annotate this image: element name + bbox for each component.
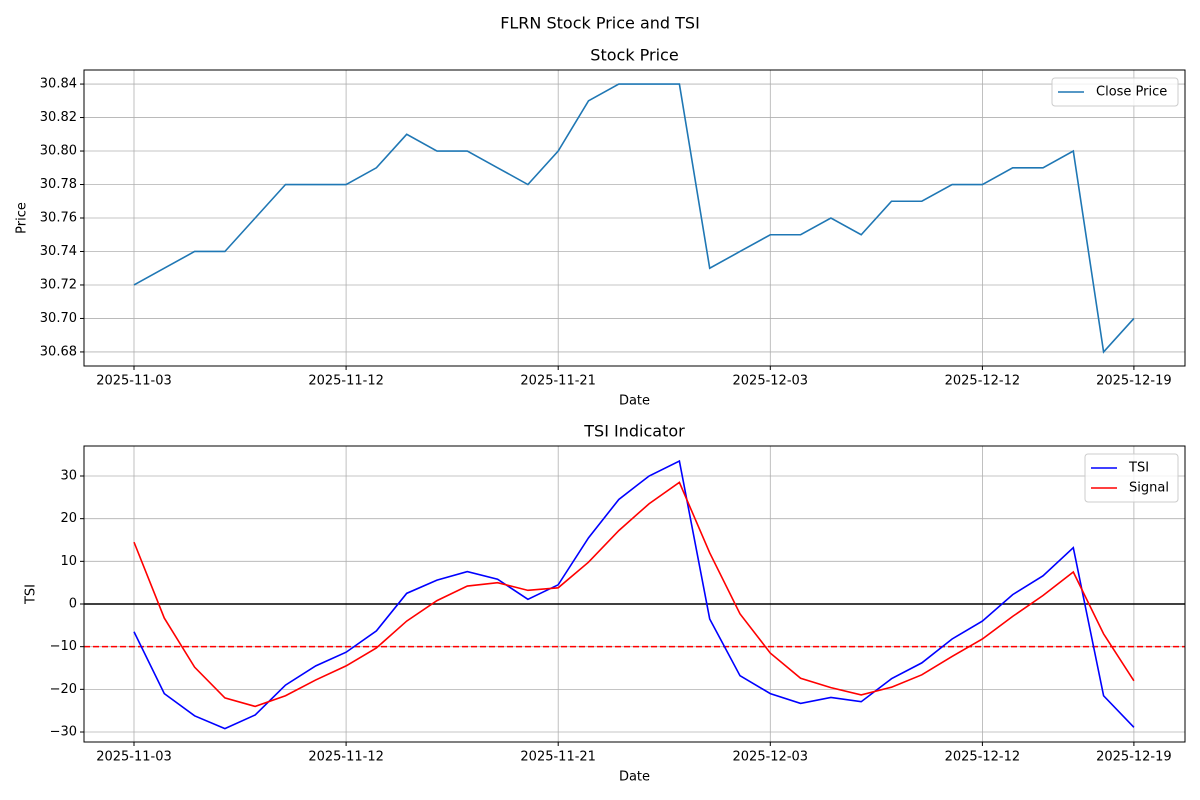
y-tick-label: 10 xyxy=(60,554,77,569)
axes-frame xyxy=(83,445,1186,743)
figure-title: FLRN Stock Price and TSI xyxy=(500,14,700,33)
y-tick-label: 30.74 xyxy=(40,244,77,259)
y-tick-label: 20 xyxy=(60,511,77,526)
y-tick-label: −10 xyxy=(50,639,77,654)
x-tick-label: 2025-11-21 xyxy=(520,374,596,389)
x-tick-label: 2025-11-21 xyxy=(520,750,596,765)
x-tick-label: 2025-12-12 xyxy=(945,374,1021,389)
legend-label: TSI xyxy=(1128,461,1149,476)
legend: TSI Signal xyxy=(1084,453,1179,503)
axes-frame xyxy=(83,69,1186,367)
x-tick-label: 2025-12-19 xyxy=(1096,750,1172,765)
series-line xyxy=(133,481,1135,708)
y-axis-label: TSI xyxy=(24,584,39,605)
y-tick-label: 30.84 xyxy=(40,77,77,92)
y-tick-label: 30 xyxy=(60,468,77,483)
y-tick-label: 30.76 xyxy=(40,211,77,226)
y-tick-label: 30.82 xyxy=(40,110,77,125)
x-tick-label: 2025-12-03 xyxy=(733,374,809,389)
x-tick-label: 2025-11-12 xyxy=(308,750,384,765)
legend-label: Close Price xyxy=(1096,85,1167,100)
x-tick-label: 2025-11-12 xyxy=(308,374,384,389)
legend-box xyxy=(1051,77,1179,107)
x-axis-label: Date xyxy=(619,770,650,785)
y-tick-label: 30.80 xyxy=(40,144,77,159)
y-tick-label: −20 xyxy=(50,682,77,697)
y-tick-label: 30.78 xyxy=(40,177,77,192)
y-tick-label: 30.68 xyxy=(40,344,77,359)
x-tick-label: 2025-11-03 xyxy=(96,750,172,765)
legend-box xyxy=(1084,453,1179,503)
y-tick-label: 30.72 xyxy=(40,277,77,292)
x-tick-label: 2025-12-12 xyxy=(945,750,1021,765)
x-tick-label: 2025-12-19 xyxy=(1096,374,1172,389)
x-tick-label: 2025-11-03 xyxy=(96,374,172,389)
x-axis-label: Date xyxy=(619,394,650,409)
legend: Close Price xyxy=(1051,77,1179,107)
series-line xyxy=(133,459,1135,730)
subplot-title: Stock Price xyxy=(590,46,678,65)
y-tick-label: −30 xyxy=(50,725,77,740)
y-axis-label: Price xyxy=(15,202,30,234)
subplot-title: TSI Indicator xyxy=(583,422,685,441)
legend-label: Signal xyxy=(1129,481,1169,496)
y-tick-label: 30.70 xyxy=(40,311,77,326)
x-tick-label: 2025-12-03 xyxy=(733,750,809,765)
series-line xyxy=(133,83,1135,354)
y-tick-label: 0 xyxy=(69,597,77,612)
